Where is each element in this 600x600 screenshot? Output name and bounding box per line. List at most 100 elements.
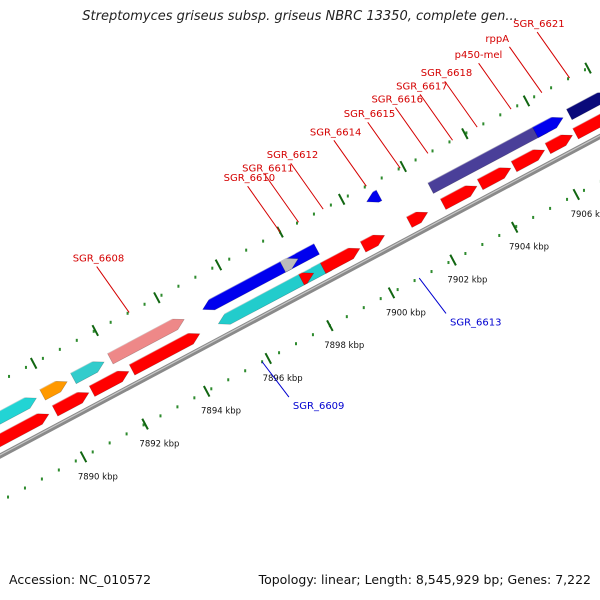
gene-label-sgr_6616[interactable]: SGR_6616 — [371, 94, 423, 105]
upper-dotted-track — [8, 68, 586, 378]
gene-feature-sgr_6607[interactable] — [88, 370, 130, 397]
gene-feature-highlight — [39, 375, 65, 390]
gene-feature-highlight — [477, 162, 509, 180]
gene-feature-sgr_6613[interactable] — [366, 189, 383, 203]
gene-feature-sgr_6610-grey[interactable] — [279, 257, 299, 273]
track-dot — [582, 188, 585, 192]
track-dot — [57, 468, 60, 472]
gene-label-sgr_6610[interactable]: SGR_6610 — [224, 173, 275, 184]
gene-feature-sgr_6612[interactable] — [359, 234, 386, 253]
upper-tick-mark — [399, 160, 407, 173]
gene-feature-cds-blue-small[interactable] — [532, 116, 564, 139]
label-leader — [261, 361, 290, 398]
track-dot — [227, 378, 230, 382]
gene-feature-highlight — [572, 113, 600, 129]
gene-label-sgr_6608[interactable]: SGR_6608 — [73, 254, 125, 265]
gene-label-rppa[interactable]: rppA — [485, 34, 509, 45]
track-dot — [311, 333, 314, 337]
gene-feature-highlight — [199, 243, 315, 305]
track-dot — [92, 329, 95, 333]
track-dot — [194, 275, 197, 279]
label-leader — [395, 107, 429, 154]
gene-feature-sgr_6611[interactable] — [319, 247, 361, 274]
gene-feature-highlight — [51, 387, 87, 406]
track-dot — [380, 176, 383, 180]
gene-feature-cds-pink[interactable] — [107, 318, 185, 365]
gene-feature-highlight — [544, 129, 570, 144]
track-dot — [125, 432, 128, 436]
track-dot — [58, 347, 61, 351]
genome-summary: Topology: linear; Length: 8,545,929 bp; … — [258, 572, 591, 587]
gene-feature-highlight — [88, 365, 127, 387]
track-dot — [143, 302, 146, 306]
track-dot — [464, 252, 467, 256]
gene-feature-sgr_6615[interactable] — [439, 185, 478, 210]
track-dot — [160, 293, 163, 297]
gene-feature-sgr_6617[interactable] — [510, 149, 546, 173]
track-dot — [210, 387, 213, 391]
track-dot — [431, 149, 434, 153]
gene-label-sgr_6609[interactable]: SGR_6609 — [293, 401, 345, 412]
gene-features[interactable] — [0, 42, 600, 448]
accession-text: Accession: NC_010572 — [9, 572, 152, 587]
gene-feature-p450-mel[interactable] — [572, 113, 600, 140]
track-dot — [550, 86, 553, 90]
gene-feature-sgr_6606[interactable] — [51, 392, 90, 417]
track-dot — [40, 477, 43, 481]
scale-tick-label: 7898 kbp — [324, 341, 364, 351]
gene-label-sgr_6617[interactable]: SGR_6617 — [396, 81, 448, 92]
gene-feature-highlight — [0, 408, 47, 434]
gene-feature-sgr_6610[interactable] — [298, 272, 315, 286]
track-dot — [193, 396, 196, 400]
track-dot — [379, 297, 382, 301]
gene-feature-sgr_6608[interactable] — [128, 333, 201, 376]
scale-tick-label: 7896 kbp — [263, 374, 303, 384]
gene-feature-sgr_6616[interactable] — [476, 167, 512, 191]
gene-feature-sgr_6618[interactable] — [544, 134, 574, 155]
track-dot — [567, 77, 570, 81]
label-leader — [478, 62, 512, 110]
track-dot — [430, 270, 433, 274]
gene-label-sgr_6618[interactable]: SGR_6618 — [421, 68, 473, 79]
gene-label-sgr_6621[interactable]: SGR_6621 — [513, 19, 565, 30]
track-dot — [329, 203, 332, 207]
gene-label-sgr_6612[interactable]: SGR_6612 — [267, 150, 319, 161]
gene-feature-highlight — [406, 206, 426, 218]
track-dot — [7, 495, 10, 499]
label-leader — [265, 176, 299, 223]
gene-feature-highlight — [319, 242, 358, 264]
track-dot — [465, 131, 468, 135]
track-dot — [583, 68, 586, 72]
gene-feature-cds-navy-a[interactable] — [565, 92, 600, 121]
upper-tick-mark — [522, 95, 531, 107]
label-leader — [444, 80, 478, 128]
gene-feature-cds-cyan-b[interactable] — [70, 361, 105, 385]
track-dot — [142, 423, 145, 427]
gene-label-sgr_6611[interactable]: SGR_6611 — [242, 163, 294, 174]
track-dot — [126, 311, 129, 315]
scale-tick-mark — [510, 221, 519, 234]
gene-feature-sgr_6614[interactable] — [405, 211, 429, 228]
scale-tick-mark — [572, 188, 580, 201]
gene-label-sgr_6613[interactable]: SGR_6613 — [450, 317, 502, 328]
track-dot — [228, 257, 231, 261]
track-dot — [448, 140, 451, 144]
track-dot — [109, 320, 112, 324]
track-dot — [549, 206, 552, 210]
gene-label-p450-mel[interactable]: p450-mel — [455, 50, 503, 61]
gene-label-sgr_6615[interactable]: SGR_6615 — [344, 109, 396, 120]
gene-feature-highlight — [298, 267, 312, 275]
scale-ticks: 7890 kbp 7892 kbp 7894 kbp 7896 kbp 7898 kbp… — [29, 62, 600, 482]
gene-feature-cds-orange[interactable] — [39, 380, 68, 401]
scale-tick-label: 7904 kbp — [509, 243, 549, 253]
lower-dotted-track — [7, 179, 600, 499]
gene-feature-cds-cyan-a[interactable] — [0, 397, 37, 430]
label-leader — [333, 139, 367, 187]
scale-tick-label: 7890 kbp — [78, 472, 118, 482]
gene-feature-sgr_6605[interactable] — [0, 413, 50, 448]
label-leader — [96, 266, 130, 313]
gene-label-sgr_6614[interactable]: SGR_6614 — [310, 127, 362, 138]
track-dot — [41, 356, 44, 360]
